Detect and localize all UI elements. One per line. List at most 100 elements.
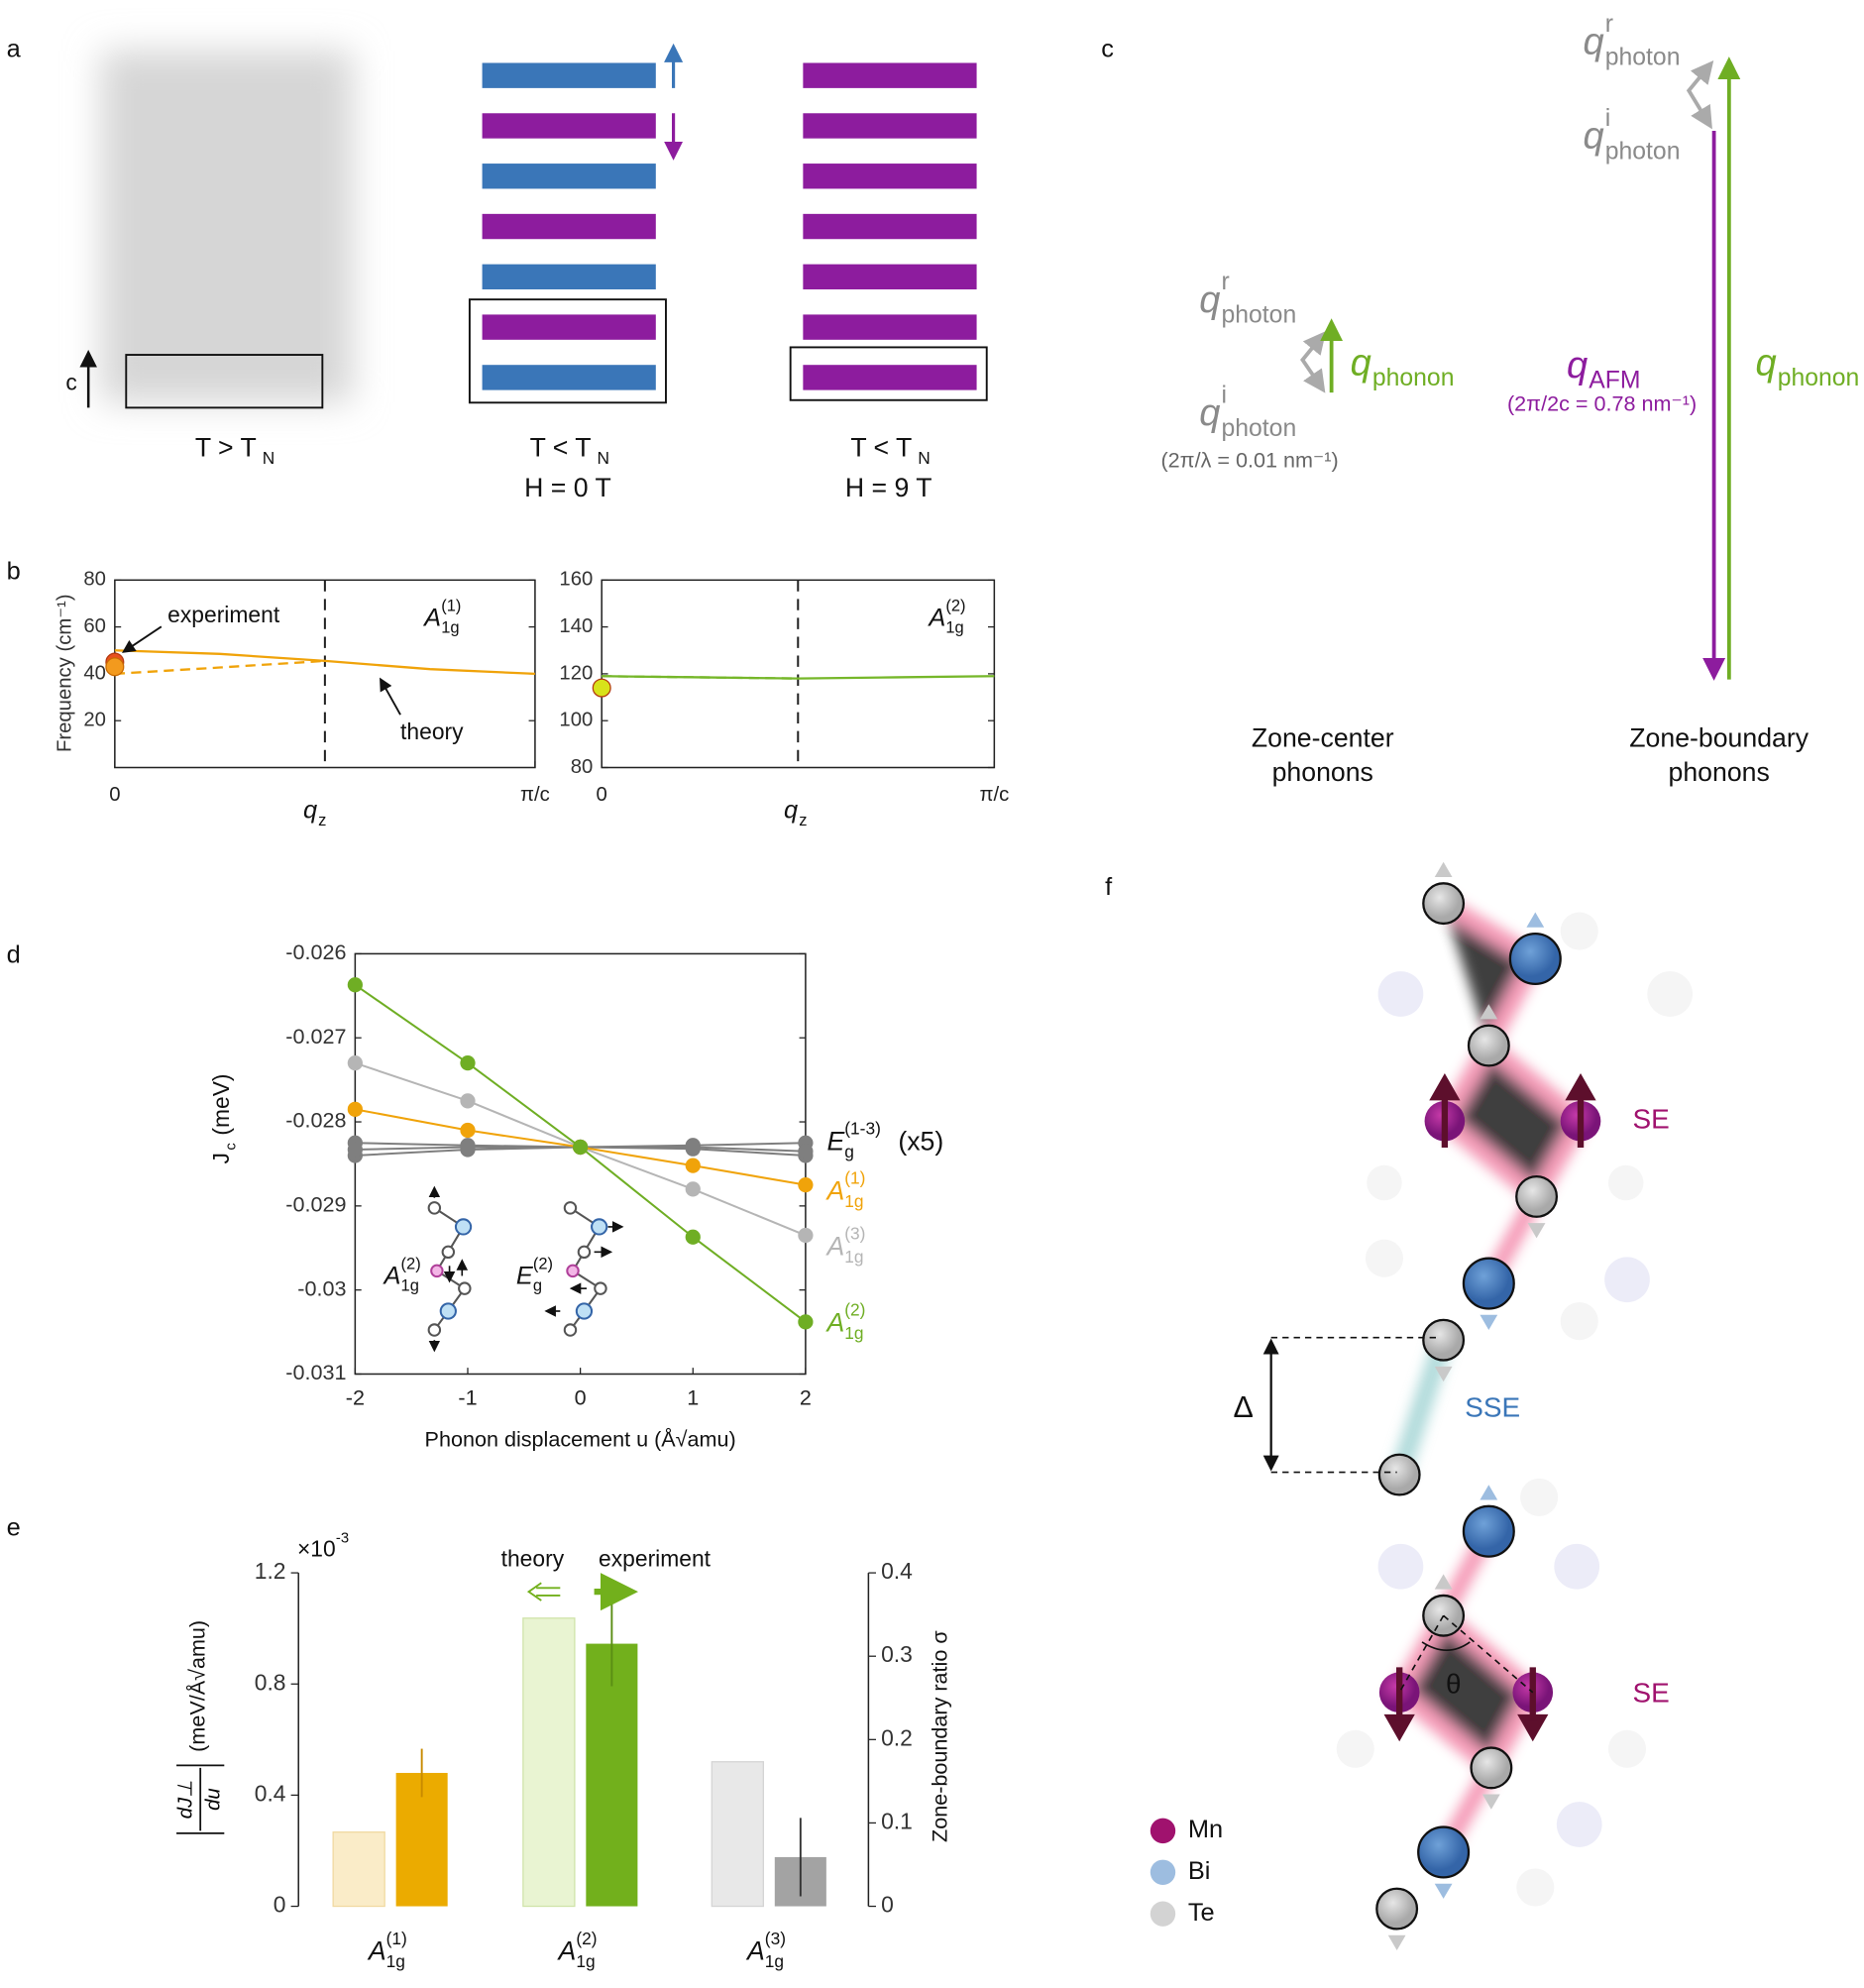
disordered-stack (100, 50, 353, 403)
label-superscript: (1) (844, 1168, 865, 1188)
legend-label: theory (501, 1545, 565, 1571)
y-tick-label: -0.026 (285, 939, 346, 964)
field-label: H = 0 T (524, 473, 611, 502)
background-atoms (1336, 912, 1694, 1907)
label-subscript: 1g (576, 1951, 595, 1971)
structure-label: θ (1446, 1669, 1462, 1700)
y2-tick-label: 0.1 (881, 1808, 913, 1833)
x-axis-label: Phonon displacement u (Å√amu) (425, 1426, 736, 1451)
annotation-arrow (380, 677, 401, 716)
label-subscript: 1g (844, 1191, 863, 1211)
y2-tick-label: 0.2 (881, 1724, 913, 1750)
label-subscript: N (263, 448, 275, 468)
group-title: Zone-boundary (1629, 723, 1809, 753)
note: (2π/2c = 0.78 nm⁻¹) (1507, 391, 1697, 416)
x-tick-label: π/c (520, 784, 550, 806)
mode-label: A (422, 604, 441, 631)
label-superscript: (1-3) (844, 1118, 881, 1138)
structure-label: SSE (1465, 1391, 1520, 1422)
series-label: A (824, 1231, 844, 1261)
label-superscript: (2) (576, 1929, 597, 1948)
panel-label: f (1105, 873, 1113, 901)
gap-guides (1270, 1336, 1534, 1694)
structure-label: Δ (1234, 1390, 1254, 1424)
panel-label: c (1101, 35, 1114, 62)
series-label: A (824, 1175, 844, 1205)
sse-path (1389, 1337, 1454, 1479)
label-subscript: 1g (401, 1277, 419, 1295)
legend-swatch (1150, 1859, 1176, 1885)
y-tick-label: 0.8 (255, 1669, 286, 1695)
temperature-label: T < T (850, 432, 912, 462)
y-tick-label: 0 (274, 1892, 286, 1918)
panel-label: e (7, 1513, 21, 1541)
label-subscript: g (533, 1277, 542, 1295)
x-tick-label: A (367, 1936, 386, 1966)
y-axis-label: J (208, 1153, 234, 1163)
legend-label: Bi (1188, 1857, 1211, 1885)
layer (803, 62, 977, 88)
label-superscript: i (1222, 382, 1228, 408)
wavevector-label: q (1199, 392, 1220, 434)
group-title: phonons (1669, 757, 1770, 787)
x-tick-label: 0 (575, 1385, 587, 1410)
y2-axis-label: Zone-boundary ratio σ (928, 1630, 952, 1842)
label-subscript: photon (1605, 44, 1681, 70)
inset-molecules (427, 1185, 624, 1353)
wavevector-label: q (1584, 116, 1604, 158)
layer (803, 314, 977, 340)
legend-label: Mn (1188, 1816, 1223, 1843)
temperature-label: T < T (530, 432, 592, 462)
series-line (114, 649, 535, 676)
experiment-point (592, 678, 611, 698)
unit-cell-box (468, 298, 667, 404)
series-label: A (824, 1307, 844, 1337)
layer (482, 164, 656, 189)
data-point (460, 1122, 476, 1139)
wavevector-label: q (1584, 22, 1604, 63)
label-subscript: phonon (1372, 365, 1455, 391)
x-tick-label: A (557, 1936, 577, 1966)
y2-tick-label: 0 (881, 1892, 894, 1918)
annotation-arrow (121, 625, 163, 653)
label-subscript: photon (1222, 302, 1297, 329)
label-subscript: 1g (844, 1247, 863, 1267)
layer (803, 213, 977, 240)
label-suffix: (x5) (898, 1126, 943, 1156)
data-point (685, 1158, 701, 1173)
wavevector-label: q (1199, 279, 1220, 321)
label-subscript: g (844, 1142, 854, 1161)
label-subscript: phonon (1778, 365, 1860, 391)
legend-label: experiment (599, 1545, 712, 1571)
label-subscript: N (918, 448, 931, 468)
data-point (798, 1227, 814, 1244)
y-label-numerator: dJ⊥ (175, 1780, 197, 1819)
data-point (347, 977, 363, 993)
layer (803, 365, 977, 390)
mode-label: A (927, 604, 945, 631)
label-subscript: 1g (441, 619, 459, 637)
data-point (685, 1229, 701, 1245)
legend-arrow (526, 1582, 561, 1601)
layer (482, 62, 656, 88)
y-axis-label: (meV/Å√amu) (185, 1620, 210, 1752)
label-superscript: (1) (441, 597, 461, 614)
label-subscript: 1g (765, 1951, 784, 1971)
y-tick-label: 0.4 (255, 1780, 286, 1806)
bar (711, 1761, 764, 1908)
data-point (798, 1177, 814, 1193)
note: (2π/λ = 0.01 nm⁻¹) (1160, 448, 1338, 473)
label-subscript: 1g (386, 1951, 405, 1971)
spins (1383, 1072, 1596, 1742)
wavevector-label: q (1567, 345, 1588, 387)
data-point (798, 1144, 814, 1160)
axis-label: c (65, 369, 76, 394)
y-tick-label: 140 (559, 615, 593, 637)
legend-label: Te (1188, 1899, 1215, 1927)
x-tick-label: π/c (979, 784, 1009, 806)
label-subscript: AFM (1589, 368, 1640, 394)
y-tick-label: 120 (559, 662, 593, 684)
y2-tick-label: 0.4 (881, 1558, 913, 1584)
temperature-label: T > T (195, 432, 257, 462)
unit-cell-box (125, 354, 324, 409)
